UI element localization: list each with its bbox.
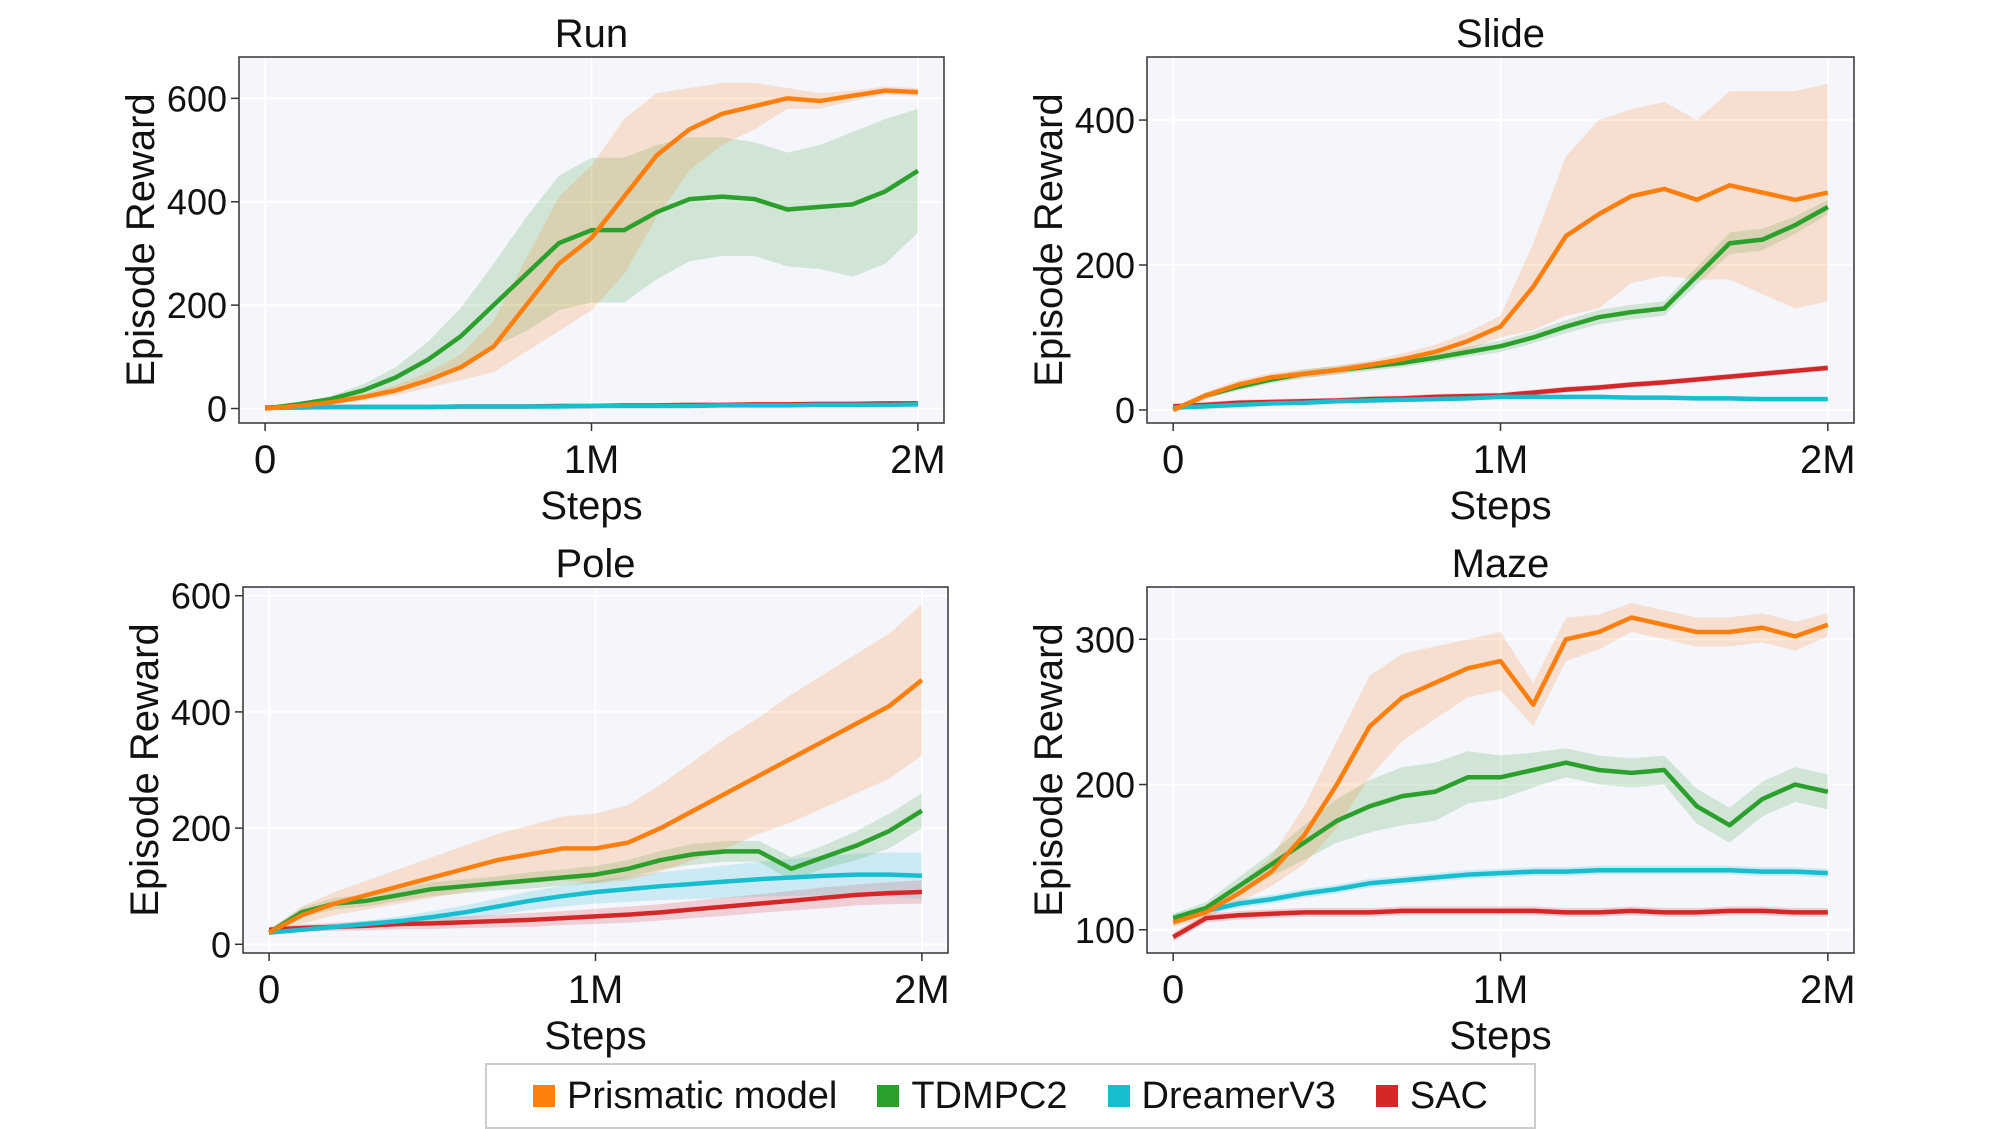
x-tick-label: 2M (1800, 968, 1856, 1012)
x-tick-label: 0 (258, 968, 280, 1012)
x-tick-label: 0 (1162, 438, 1184, 482)
x-axis-label: Steps (544, 1014, 646, 1058)
x-tick-label: 1M (1473, 438, 1529, 482)
y-tick-label: 0 (207, 389, 227, 430)
chart-maze: 0 1M 2M 100 200 300 Maze Steps Episode Reward (1027, 542, 1856, 1058)
y-tick-label: 400 (167, 182, 227, 223)
x-tick-label: 2M (894, 968, 950, 1012)
y-tick-label: 600 (171, 576, 231, 617)
x-tick-label: 1M (564, 438, 620, 482)
x-tick-label: 1M (568, 968, 624, 1012)
x-axis-label: Steps (1449, 1014, 1551, 1058)
legend-item-sac: SAC (1376, 1075, 1488, 1118)
legend-label: DreamerV3 (1142, 1075, 1336, 1118)
legend-item-tdmpc2: TDMPC2 (877, 1075, 1067, 1118)
legend-label: Prismatic model (567, 1075, 837, 1118)
legend: Prismatic model TDMPC2 DreamerV3 SAC (485, 1063, 1536, 1129)
x-tick-label: 2M (890, 438, 946, 482)
legend-swatch (1108, 1085, 1130, 1107)
y-tick-label: 200 (167, 285, 227, 326)
legend-swatch (877, 1085, 899, 1107)
x-tick-label: 2M (1800, 438, 1856, 482)
y-axis-label: Episode Reward (1027, 93, 1071, 387)
y-tick-label: 0 (211, 924, 231, 965)
chart-title: Pole (555, 542, 635, 586)
x-tick-label: 0 (254, 438, 276, 482)
chart-pole: 0 1M 2M 0 200 400 600 Pole Steps Episode Reward (123, 542, 950, 1058)
legend-label: TDMPC2 (911, 1075, 1067, 1118)
y-tick-label: 600 (167, 78, 227, 119)
chart-title: Run (555, 12, 628, 56)
x-tick-label: 1M (1473, 968, 1529, 1012)
y-tick-label: 200 (171, 808, 231, 849)
y-tick-label: 400 (1075, 100, 1135, 141)
x-tick-label: 0 (1162, 968, 1184, 1012)
legend-item-prismatic: Prismatic model (533, 1075, 837, 1118)
chart-slide: 0 1M 2M 0 200 400 Slide Steps Episode Reward (1027, 12, 1856, 528)
legend-swatch (533, 1085, 555, 1107)
y-tick-label: 100 (1075, 910, 1135, 951)
y-tick-label: 300 (1075, 619, 1135, 660)
y-axis-label: Episode Reward (1027, 623, 1071, 917)
legend-swatch (1376, 1085, 1398, 1107)
legend-item-dreamerv3: DreamerV3 (1108, 1075, 1336, 1118)
legend-label: SAC (1410, 1075, 1488, 1118)
chart-title: Slide (1456, 12, 1545, 56)
y-tick-label: 400 (171, 692, 231, 733)
y-tick-label: 0 (1115, 390, 1135, 431)
x-axis-label: Steps (540, 484, 642, 528)
chart-title: Maze (1452, 542, 1550, 586)
y-tick-label: 200 (1075, 765, 1135, 806)
y-axis-label: Episode Reward (119, 93, 163, 387)
chart-run: 0 1M 2M 0 200 400 600 Run Steps Episode Reward (119, 12, 946, 528)
x-axis-label: Steps (1449, 484, 1551, 528)
y-axis-label: Episode Reward (123, 623, 167, 917)
y-tick-label: 200 (1075, 245, 1135, 286)
